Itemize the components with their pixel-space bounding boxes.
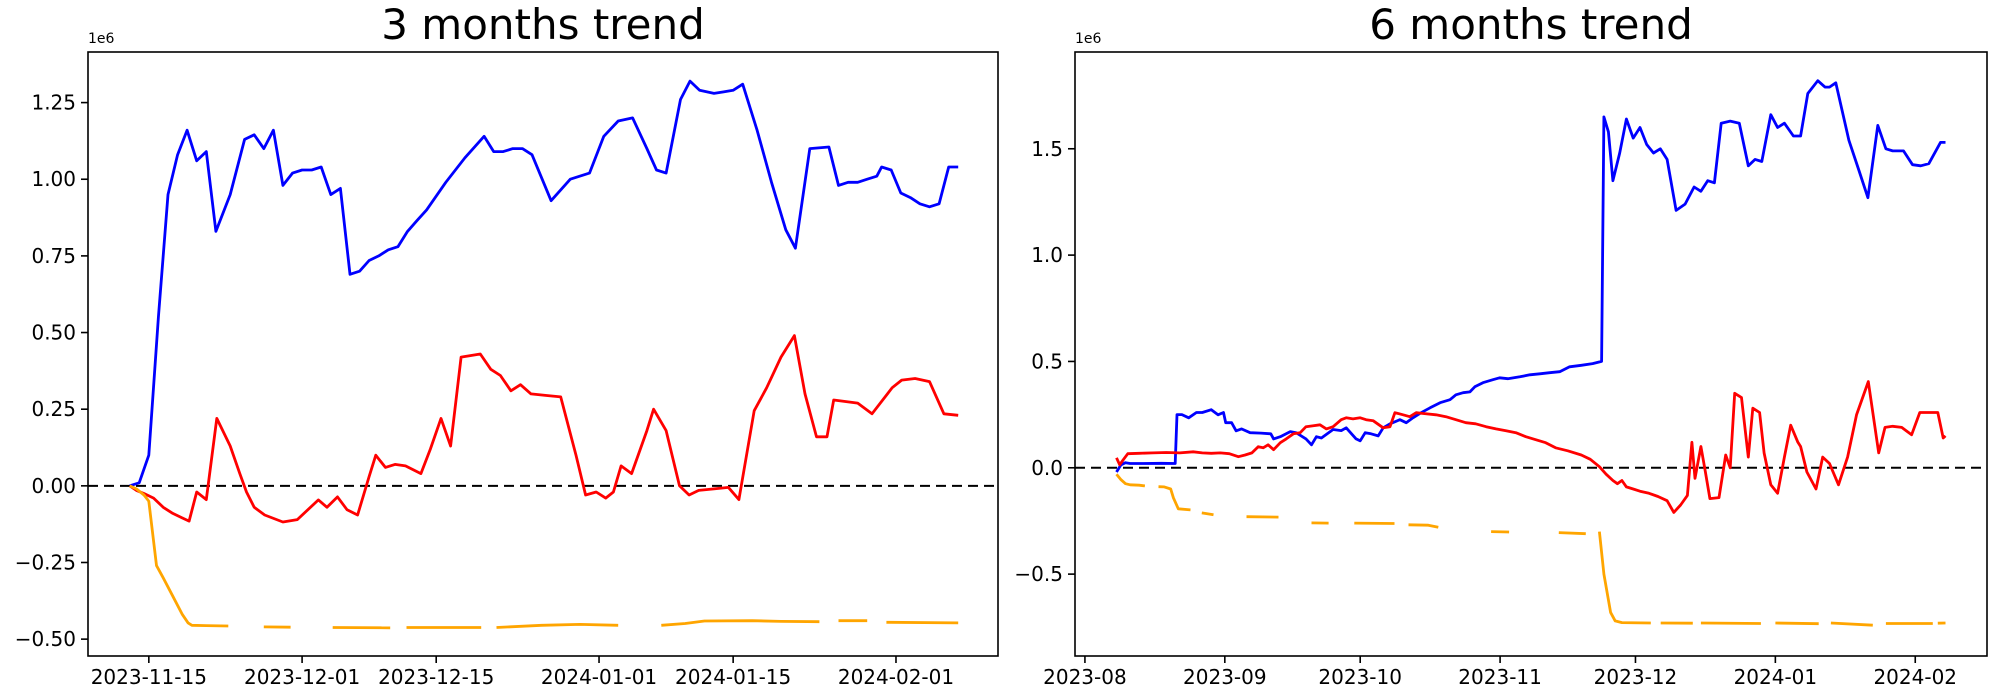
orange-series xyxy=(1201,511,1214,517)
red-series xyxy=(1115,380,1947,514)
orange-series xyxy=(1408,523,1439,529)
y-axis-tick-label: −0.50 xyxy=(15,627,76,651)
orange-series xyxy=(1115,473,1146,488)
y-axis-tick-label: 1.0 xyxy=(1031,243,1063,267)
x-axis-tick-label: 2023-12 xyxy=(1594,665,1678,689)
y-axis-tick-label: −0.25 xyxy=(15,550,76,574)
x-axis-tick-label: 2023-12-15 xyxy=(378,665,494,689)
x-axis-tick-label: 2023-09 xyxy=(1183,665,1267,689)
orange-series xyxy=(1558,531,1586,536)
x-axis-tick-label: 2024-01-01 xyxy=(541,665,657,689)
y-axis-tick-label: −0.5 xyxy=(1014,562,1063,586)
y-axis-tick-label: 0.0 xyxy=(1031,456,1063,480)
y-axis-tick-label: 1.25 xyxy=(31,91,76,115)
y-axis-tick-label: 0.5 xyxy=(1031,349,1063,373)
orange-series xyxy=(1775,621,1819,626)
x-axis-tick-label: 2023-11-15 xyxy=(91,665,207,689)
chart-title-6-months: 6 months trend xyxy=(1369,0,1693,49)
y-axis-tick-label: 0.50 xyxy=(31,321,76,345)
x-axis-tick-label: 2023-12-01 xyxy=(244,665,360,689)
y-axis-tick-label: 1.00 xyxy=(31,167,76,191)
orange-series xyxy=(1158,485,1191,512)
orange-series xyxy=(129,484,229,628)
x-axis-tick-label: 2023-08 xyxy=(1043,665,1127,689)
x-axis-tick-label: 2024-02 xyxy=(1873,665,1957,689)
orange-series xyxy=(1700,621,1761,625)
orange-series xyxy=(496,623,619,629)
chart-6-months: 2023-08 2023-09 2023-10 2023-11 2023-12 2024-… xyxy=(1014,51,1988,689)
x-axis-tick-label: 2024-01-15 xyxy=(675,665,791,689)
red-series xyxy=(128,334,959,524)
y-axis-tick-label: 0.25 xyxy=(31,397,76,421)
x-axis-tick-label: 2024-01 xyxy=(1734,665,1818,689)
orange-series xyxy=(1598,531,1651,625)
y-axis-offset-label-right: 1e6 xyxy=(1075,31,1102,47)
chart-3-months: 2023-11-15 2023-12-01 2023-12-15 2024-01-01… xyxy=(15,51,999,689)
x-axis-tick-label: 2024-02-01 xyxy=(838,665,954,689)
blue-series xyxy=(1115,79,1946,473)
chart-title-3-months: 3 months trend xyxy=(381,0,705,49)
blue-series xyxy=(129,79,959,488)
orange-series xyxy=(1830,621,1873,627)
orange-series xyxy=(886,620,959,625)
y-axis-tick-label: 1.5 xyxy=(1031,137,1063,161)
plot-frame xyxy=(1074,51,1988,657)
y-axis-tick-label: 0.00 xyxy=(31,474,76,498)
plot-frame xyxy=(87,51,999,657)
x-axis-tick-label: 2023-11 xyxy=(1458,665,1542,689)
orange-series xyxy=(661,619,820,627)
y-axis-offset-label-left: 1e6 xyxy=(88,31,115,47)
y-axis-tick-label: 0.75 xyxy=(31,244,76,268)
x-axis-tick-label: 2023-10 xyxy=(1318,665,1402,689)
